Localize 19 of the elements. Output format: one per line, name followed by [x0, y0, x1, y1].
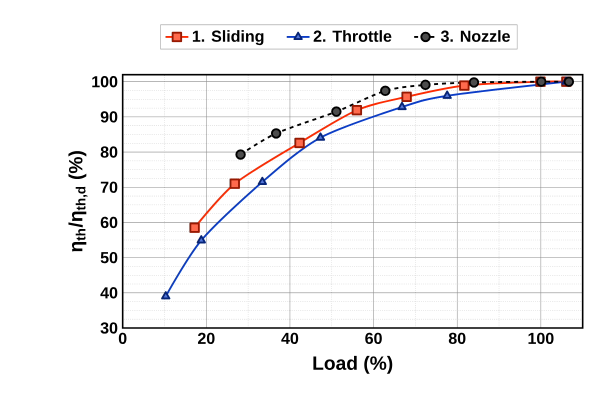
- y-tick-label: 50: [100, 252, 118, 264]
- x-tick-label: 60: [365, 332, 382, 344]
- y-tick-label: 60: [100, 216, 118, 228]
- y-tick-label: 30: [100, 322, 118, 334]
- y-tick-label: 70: [100, 182, 118, 194]
- y-tick-label: 40: [100, 287, 118, 299]
- y-tick-label: 90: [100, 111, 118, 123]
- legend-label: 1. Sliding: [192, 30, 264, 46]
- x-tick-label: 100: [528, 332, 554, 344]
- y-tick-label: 80: [100, 146, 118, 158]
- y-tick-label: 100: [92, 76, 118, 88]
- y-axis-title: η$_{th}$/η$_{th,d}$ (%): [68, 151, 88, 252]
- legend-label: 3. Nozzle: [440, 30, 510, 42]
- x-tick-label: 80: [448, 332, 466, 344]
- x-axis-title: Load (%): [313, 356, 392, 374]
- x-tick-label: 40: [281, 332, 298, 344]
- legend-label: 2. Throttle: [314, 30, 392, 42]
- x-tick-label: 0: [118, 332, 126, 344]
- x-tick-label: 20: [198, 332, 215, 344]
